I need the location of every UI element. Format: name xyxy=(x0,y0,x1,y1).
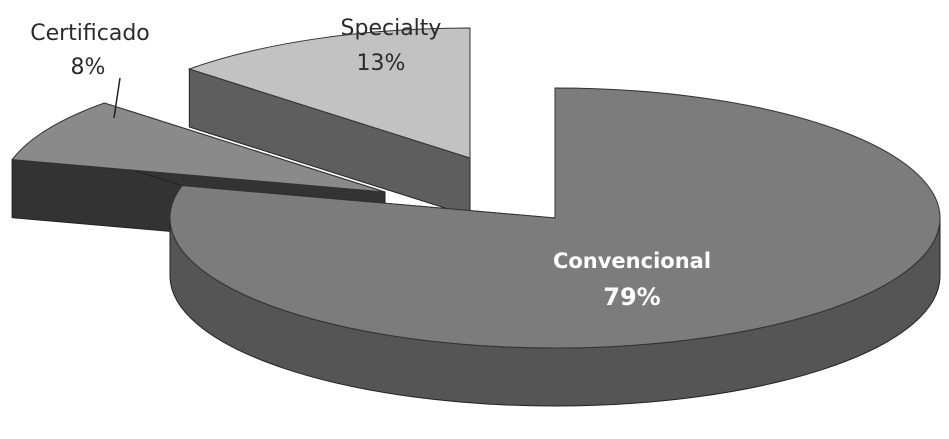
specialty-name-label: Specialty xyxy=(341,16,442,41)
certificado-pct-label: 8% xyxy=(71,55,106,80)
specialty-pct-label: 13% xyxy=(357,51,406,76)
convencional-pct-label: 79% xyxy=(603,283,660,311)
specialty-top xyxy=(187,27,471,159)
certificado-name-label: Certificado xyxy=(30,21,150,46)
specialty-slice xyxy=(187,27,471,217)
convencional-name-label: Convencional xyxy=(553,249,711,273)
slices-layer xyxy=(11,27,941,407)
convencional-slice xyxy=(169,87,941,407)
certificado-top xyxy=(11,102,386,193)
convencional-top xyxy=(169,87,941,349)
certificado-leader-line xyxy=(113,77,121,119)
